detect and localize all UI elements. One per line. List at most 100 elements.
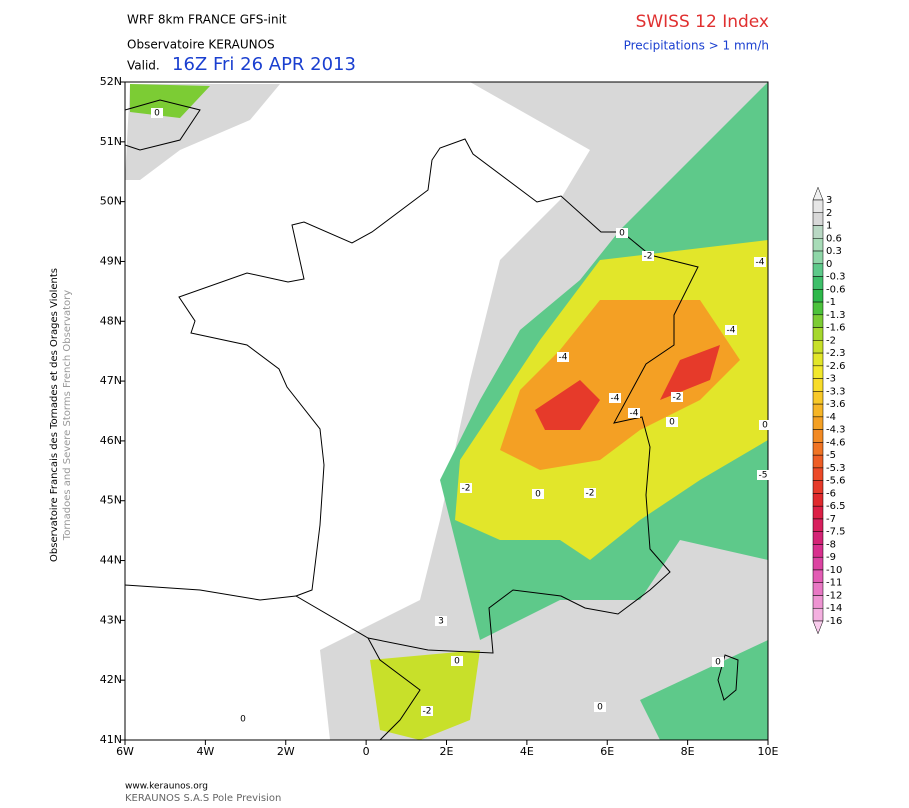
contour-label-bg [666,417,678,427]
observatory-label: Observatoire KERAUNOS [127,38,275,52]
colorbar-segment [812,225,824,239]
colorbar-segment [812,301,824,316]
lon-label: 0 [363,745,370,758]
contour-label: 0 [619,229,625,239]
contour-label: -2 [586,489,595,499]
contour-label: 0 [669,418,675,428]
contour-label-bg [451,656,463,666]
colorbar-label: -7.5 [826,527,846,538]
colorbar-label: -4.6 [826,437,846,448]
contour-label: 0 [240,715,246,725]
colorbar-label: -9 [826,552,836,563]
colorbar-segment [812,607,824,622]
lon-label: 4W [196,745,214,758]
lon-label: 4E [520,745,534,758]
colorbar-segment [812,556,824,571]
lon-label: 8E [681,745,695,758]
colorbar-label: -0.6 [826,284,846,295]
contour-label: -4 [727,326,736,336]
lat-label: 48N [100,314,122,327]
colorbar-segment [812,352,824,367]
colorbar-segment [812,493,824,507]
colorbar-label: -8 [826,539,836,550]
lat-label: 52N [100,75,122,88]
footer-company: KERAUNOS S.A.S Pole Prevision [125,793,281,804]
contour-label: -4 [630,409,639,419]
contour-label-bg [460,483,472,493]
colorbar-segment [812,595,824,609]
colorbar-segment [812,467,824,481]
colorbar-label: -2.6 [826,361,846,372]
colorbar-label: 0.6 [826,233,842,244]
colorbar-segment [812,403,824,418]
contour-label: -2 [462,484,471,494]
colorbar-segment [812,416,824,430]
colorbar-segment [812,276,824,290]
colorbar-segment [812,429,824,443]
colorbar-label: -1.3 [826,310,846,321]
contour-label-bg [557,352,569,362]
contour-label-bg [435,616,447,626]
lat-label: 42N [100,673,122,686]
colorbar-label: -3.3 [826,386,846,397]
colorbar-label: 0.3 [826,246,842,257]
contour-label-bg [754,257,766,267]
colorbar-segment [812,391,824,405]
colorbar-label: -6.5 [826,501,846,512]
contour-label: -4 [756,258,765,268]
contour-label: -4 [559,353,568,363]
lat-label: 49N [100,254,122,267]
lon-label: 10E [758,745,779,758]
colorbar-label: -3.6 [826,399,846,410]
colorbar-segment [812,365,824,379]
contour-label-bg [532,489,544,499]
colorbar-label: -10 [826,565,842,576]
contour-label-bg [712,657,724,667]
colorbar-segment [812,569,824,583]
index-title: SWISS 12 Index [636,12,769,32]
lon-label: 2W [277,745,295,758]
side-text: Tornadoes and Severe Storms French Obser… [62,290,73,541]
colorbar-segment [812,442,824,456]
colorbar-label: -2 [826,335,836,346]
colorbar-label: -11 [826,578,842,589]
lon-label: 6E [600,745,614,758]
colorbar-end [812,620,824,635]
model-label: WRF 8km FRANCE GFS-init [127,13,287,27]
colorbar-label: -7 [826,514,836,525]
contour-label: -4 [611,394,620,404]
colorbar-label: -14 [826,603,842,614]
contour-label: 0 [597,703,603,713]
lat-label: 50N [100,195,122,208]
contour-label-bg [609,393,621,403]
contour-label-bg [151,108,163,118]
contour-label: -5 [759,471,768,481]
index-subtitle: Precipitations > 1 mm/h [624,39,769,53]
colorbar-segment [812,544,824,558]
contour-label-bg [642,251,654,261]
colorbar-segment [812,314,824,328]
lon-label: 2E [440,745,454,758]
field [125,82,768,740]
colorbar-segment [812,518,824,532]
contour-label-bg [725,325,737,335]
colorbar-label: -5.6 [826,476,846,487]
colorbar-segment [812,454,824,469]
colorbar-segment [812,582,824,596]
lat-label: 51N [100,135,122,148]
contour-label: 0 [535,490,541,500]
colorbar-segment [812,378,824,392]
colorbar-label: -5 [826,450,836,461]
colorbar-label: -1.6 [826,323,846,334]
colorbar-label: -1 [826,297,836,308]
contour-label: 0 [454,657,460,667]
lon-label: 6W [116,745,134,758]
lat-label: 41N [100,733,122,746]
colorbar-label: -5.3 [826,463,846,474]
colorbar-segment [812,289,824,303]
contour-label: 0 [154,109,160,119]
contour-label: 0 [715,658,721,668]
side-text: Observatoire Francais des Tornades et de… [49,268,60,562]
colorbar-label: -4 [826,412,836,423]
